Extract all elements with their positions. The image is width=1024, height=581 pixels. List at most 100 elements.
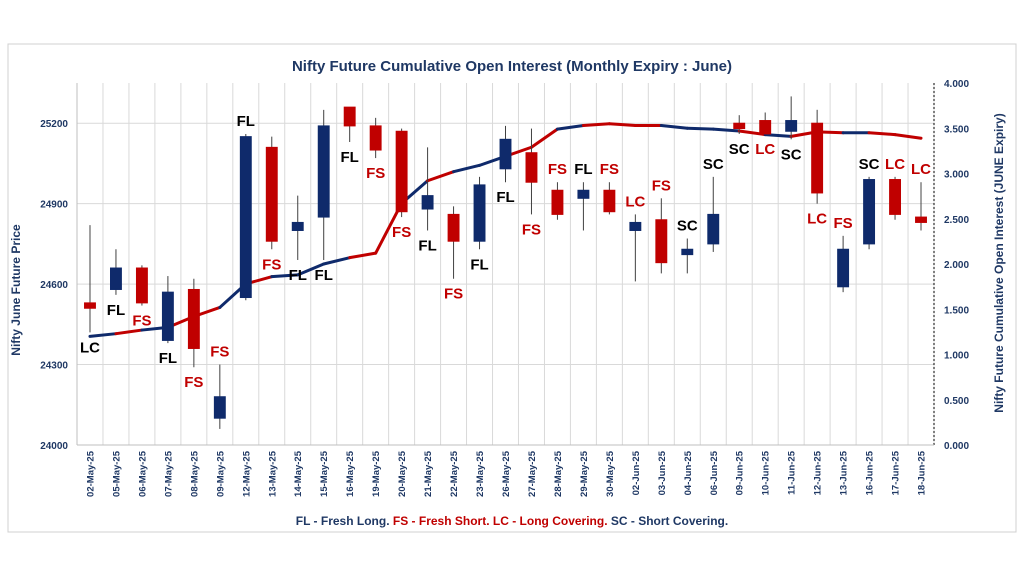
- x-tick-label: 03-Jun-25: [657, 450, 668, 495]
- oi-line-segment: [685, 126, 715, 131]
- oi-line-segment: [322, 256, 352, 266]
- x-tick-label: 09-May-25: [215, 450, 226, 497]
- y-tick-right: 2.500: [944, 215, 969, 226]
- x-tick-label: 20-May-25: [397, 450, 408, 497]
- legend-item: LC - Long Covering.: [490, 514, 608, 528]
- candle-label: FL: [341, 149, 359, 166]
- x-tick-label: 11-Jun-25: [787, 450, 798, 495]
- y-tick-left: 24000: [40, 441, 68, 452]
- candle-label: FS: [548, 161, 567, 178]
- candles: [84, 96, 927, 429]
- candle-label: SC: [729, 141, 750, 158]
- candle-body: [239, 136, 252, 299]
- x-tick-label: 09-Jun-25: [735, 450, 746, 495]
- candle-body: [915, 216, 927, 223]
- x-tick-label: 26-May-25: [501, 450, 512, 497]
- chart-title: Nifty Future Cumulative Open Interest (M…: [292, 58, 732, 75]
- candle-body: [499, 138, 512, 170]
- candle-label: FL: [289, 267, 307, 284]
- candle-body: [265, 146, 278, 242]
- x-tick-label: 06-May-25: [137, 450, 148, 497]
- oi-line-segment: [763, 133, 793, 138]
- oi-line-segment: [452, 163, 482, 174]
- x-tick-label: 17-Jun-25: [891, 450, 902, 495]
- x-tick-label: 12-May-25: [241, 450, 252, 497]
- candle-body: [317, 125, 330, 218]
- y-tick-right: 0.000: [944, 441, 969, 452]
- candle-body: [187, 288, 200, 349]
- candle-label: FS: [444, 286, 463, 303]
- x-tick-label: 16-May-25: [345, 450, 356, 497]
- candle-body: [551, 189, 564, 215]
- x-tick-label: 30-May-25: [605, 450, 616, 497]
- oi-line-segment: [348, 251, 378, 260]
- candle-label: SC: [677, 218, 698, 235]
- oi-line-segment: [711, 127, 741, 133]
- candle-label: LC: [911, 161, 931, 178]
- y-tick-right: 3.000: [944, 170, 969, 181]
- x-tick-label: 21-May-25: [423, 450, 434, 497]
- oi-line-segment: [555, 124, 585, 131]
- y-tick-right: 3.500: [944, 124, 969, 135]
- oi-line-segment: [893, 133, 923, 140]
- oi-line-segment: [867, 131, 897, 137]
- y-tick-right: 1.000: [944, 351, 969, 362]
- y-axis-left-label: Nifty June Future Price: [9, 224, 23, 356]
- oi-line-segment: [88, 332, 118, 338]
- candle-body: [811, 122, 824, 194]
- axes: 24000 24300 24600 24900 25200 0.000 0.500 1.000…: [40, 79, 969, 497]
- legend-item: FL - Fresh Long.: [296, 514, 390, 528]
- candle-body: [84, 302, 96, 309]
- candle-body: [577, 189, 590, 199]
- candle-body: [525, 152, 538, 183]
- x-tick-label: 16-Jun-25: [865, 450, 876, 495]
- y-tick-left: 24300: [40, 361, 68, 372]
- x-tick-label: 18-Jun-25: [917, 450, 928, 495]
- candle-label: LC: [80, 339, 100, 356]
- legend: FL - Fresh Long. FS - Fresh Short. LC - …: [296, 514, 728, 528]
- candle-body: [785, 120, 798, 132]
- candle-body: [655, 219, 668, 264]
- oi-line-segment: [529, 127, 559, 149]
- x-tick-label: 08-May-25: [189, 450, 200, 497]
- candle-label: FS: [522, 221, 541, 238]
- oi-line-segment: [296, 262, 326, 277]
- candle-label: LC: [755, 141, 775, 158]
- x-tick-label: 05-May-25: [111, 450, 122, 497]
- y-tick-right: 0.500: [944, 396, 969, 407]
- candle-label: FS: [262, 256, 281, 273]
- candle-label: FL: [237, 113, 255, 130]
- x-tick-label: 02-Jun-25: [631, 450, 642, 495]
- candle-label: FS: [184, 374, 203, 391]
- candle-body: [343, 106, 356, 127]
- y-tick-right: 4.000: [944, 79, 969, 90]
- candle-body: [135, 267, 148, 304]
- candle-body: [629, 221, 642, 231]
- y-tick-left: 24600: [40, 280, 68, 291]
- oi-line-segment: [426, 170, 456, 183]
- x-tick-label: 10-Jun-25: [761, 450, 772, 495]
- candle-body: [161, 291, 174, 341]
- candle-label: FL: [315, 267, 333, 284]
- x-tick-label: 23-May-25: [475, 450, 486, 497]
- legend-item: SC - Short Covering.: [608, 514, 729, 528]
- chart-border: [7, 43, 1017, 533]
- y-axis-right-label: Nifty Future Cumulative Open Interest (J…: [992, 113, 1006, 412]
- candle-label: FS: [652, 177, 671, 194]
- candle-body: [110, 267, 122, 290]
- x-tick-label: 04-Jun-25: [683, 450, 694, 495]
- x-tick-label: 29-May-25: [579, 450, 590, 497]
- x-tick-label: 07-May-25: [163, 450, 174, 497]
- candle-label: SC: [859, 156, 880, 173]
- x-tick-label: 19-May-25: [371, 450, 382, 497]
- oi-line-segment: [607, 122, 637, 128]
- candle-body: [291, 221, 304, 231]
- candle-label: FL: [574, 161, 592, 178]
- candle-body: [707, 213, 720, 245]
- y-tick-left: 25200: [40, 119, 68, 130]
- candle-body: [733, 122, 746, 130]
- candle-body: [603, 189, 616, 213]
- candle-label: FS: [132, 313, 151, 330]
